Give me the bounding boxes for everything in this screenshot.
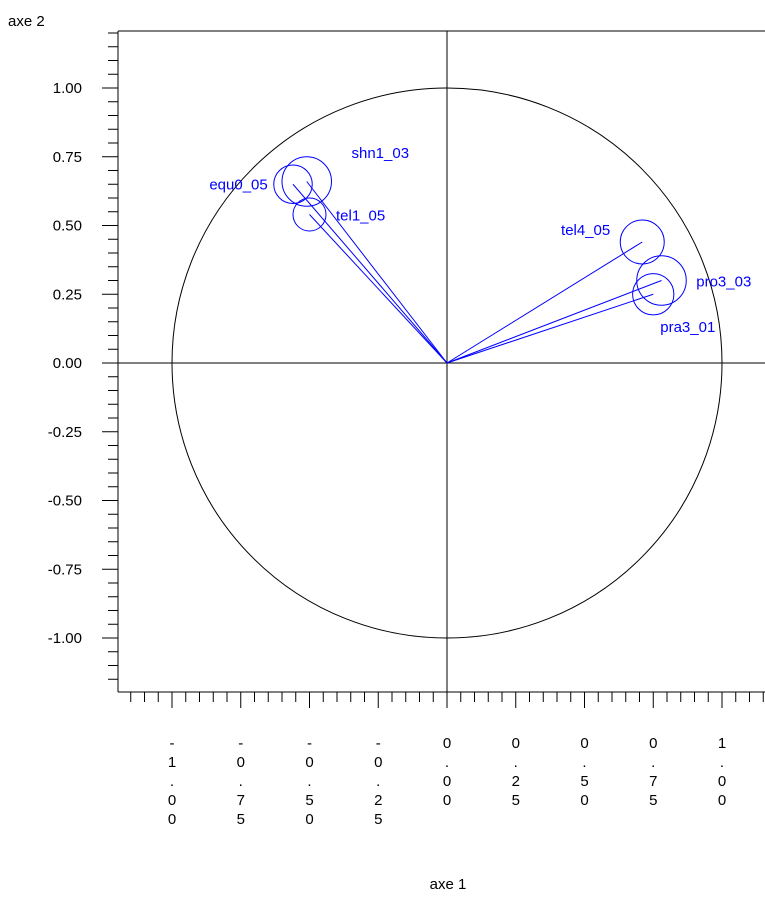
y-tick-label: -0.25	[48, 424, 82, 441]
y-tick-label: 0.25	[53, 286, 82, 303]
variable-label: tel1_05	[336, 208, 385, 225]
variable-marker	[636, 255, 687, 306]
variable-vector	[446, 293, 654, 364]
x-tick-label: -0. 5 0	[305, 735, 313, 828]
x-tick-label: -1. 0 0	[168, 735, 176, 828]
x-axis-title: axe 1	[430, 876, 467, 893]
variable-marker	[619, 219, 665, 265]
variable-equ0_05: equ0_05	[209, 164, 448, 364]
variable-marker	[281, 156, 332, 207]
variable-label: shn1_03	[352, 145, 410, 162]
y-axis-title: axe 2	[8, 13, 45, 30]
variable-marker	[273, 164, 313, 204]
variable-pro3_03: pro3_03	[446, 255, 751, 364]
axes-layer	[118, 31, 765, 692]
x-tick-label: -0. 7 5	[237, 735, 245, 828]
variable-tel1_05: tel1_05	[292, 197, 448, 364]
plot-frame	[117, 30, 765, 693]
variable-tel4_05: tel4_05	[446, 219, 665, 364]
variable-marker	[632, 273, 675, 316]
variable-label: tel4_05	[561, 222, 610, 239]
variable-label: pra3_01	[660, 319, 715, 336]
y-tick-label: 0.75	[53, 149, 82, 166]
variable-shn1_03: shn1_03	[281, 145, 448, 364]
variable-vector	[292, 183, 448, 364]
y-tick-label: -1.00	[48, 630, 82, 647]
variable-marker	[292, 197, 327, 232]
ticks-layer: 1.00 0.75 0.50 0.25 0.00 -0.25 -0.50 -0.75 -1.00…	[48, 32, 764, 828]
variable-vector	[309, 214, 448, 364]
variable-vector	[446, 241, 643, 364]
variable-label: equ0_05	[209, 176, 267, 193]
variable-label: pro3_03	[696, 274, 751, 291]
variable-pra3_01: pra3_01	[446, 273, 715, 364]
y-tick-label: 0.50	[53, 218, 82, 235]
y-tick-label: 0.00	[53, 355, 82, 372]
variable-vector	[306, 181, 448, 364]
x-tick-label: -0. 2 5	[374, 735, 382, 828]
y-tick-label: -0.75	[48, 561, 82, 578]
variable-vector	[446, 280, 662, 364]
y-tick-label: -0.50	[48, 493, 82, 510]
y-tick-label: 1.00	[53, 80, 82, 97]
variables-layer: shn1_03 equ0_05 tel1_05 tel4_05 pro3_03 pra3_…	[209, 145, 751, 364]
